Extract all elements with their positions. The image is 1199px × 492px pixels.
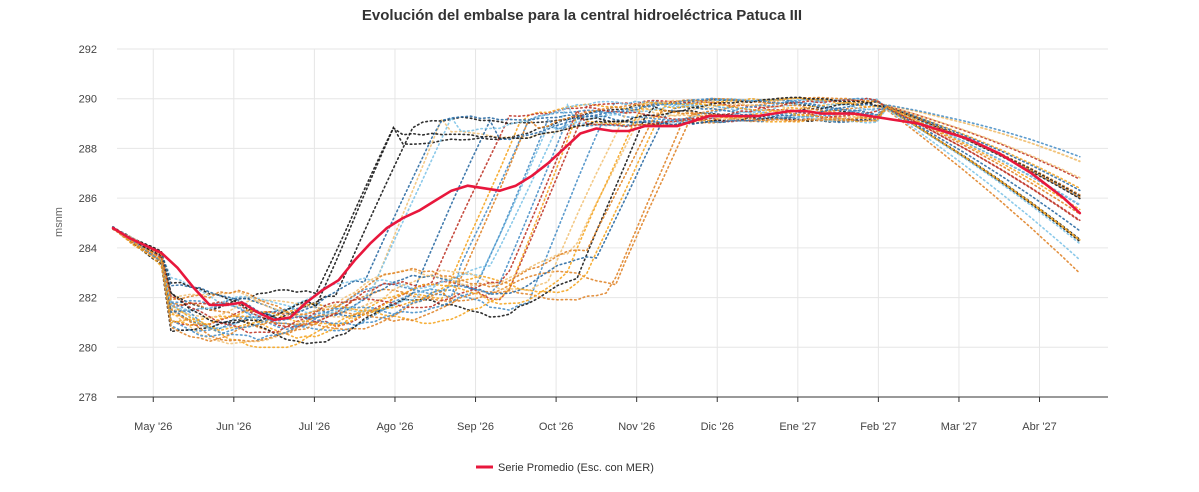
y-tick-label: 284 [79, 243, 97, 255]
scenario-line [112, 100, 1081, 320]
scenario-line [112, 96, 1081, 324]
y-tick-label: 282 [79, 293, 97, 305]
y-tick-label: 288 [79, 143, 97, 155]
scenario-line [112, 103, 1081, 320]
x-tick-label: Dic '26 [701, 421, 734, 433]
x-tick-label: Oct '26 [539, 421, 574, 433]
scenario-line [112, 99, 1081, 319]
scenario-line [112, 97, 1081, 341]
x-tick-label: Ene '27 [779, 421, 816, 433]
scenario-line [112, 96, 1081, 342]
x-tick-label: Sep '26 [457, 421, 494, 433]
y-tick-label: 292 [79, 44, 97, 56]
scenario-line [112, 97, 1081, 343]
x-tick-label: Ago '26 [376, 421, 413, 433]
scenario-line [112, 103, 1081, 339]
y-axis-label: msnm [53, 207, 65, 237]
y-tick-label: 286 [79, 193, 97, 205]
y-tick-label: 278 [79, 392, 97, 404]
y-tick-label: 280 [79, 342, 97, 354]
legend-label: Serie Promedio (Esc. con MER) [498, 462, 654, 474]
x-tick-label: Nov '26 [618, 421, 655, 433]
x-tick-label: Jul '26 [299, 421, 330, 433]
series-lines [111, 109, 1082, 322]
scenario-line [112, 105, 1081, 331]
x-tick-label: May '26 [134, 421, 172, 433]
series-line-average [111, 109, 1082, 322]
x-tick-label: Abr '27 [1022, 421, 1057, 433]
scenario-line [112, 104, 1081, 317]
x-tick-label: Jun '26 [216, 421, 251, 433]
axes: 278 280 282 284 286 288 290 292 May '26 Jun '26 Ju… [79, 44, 1108, 433]
x-tick-label: Mar '27 [941, 421, 977, 433]
y-tick-label: 290 [79, 94, 97, 106]
scenario-lines [112, 96, 1081, 349]
legend: Serie Promedio (Esc. con MER) [476, 462, 654, 474]
grid-lines [117, 48, 1108, 397]
scenario-line [112, 100, 1081, 316]
scenario-line [112, 97, 1081, 317]
chart-title: Evolución del embalse para la central hi… [362, 7, 802, 24]
scenario-line [112, 101, 1081, 327]
x-tick-label: Feb '27 [860, 421, 896, 433]
